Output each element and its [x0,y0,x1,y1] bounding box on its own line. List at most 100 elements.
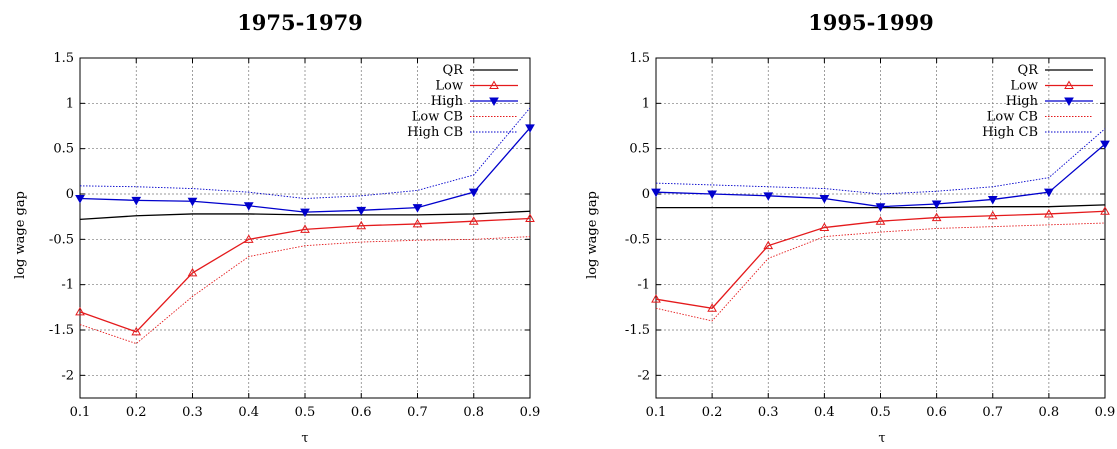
legend-label-high: High [431,94,464,109]
data-point-high [468,188,479,198]
y-tick-label: -2 [61,368,74,383]
y-tick-label: 1 [66,96,74,111]
data-point-high [525,124,535,133]
data-point-low [75,306,85,316]
x-tick-label: 0.5 [870,405,891,420]
data-point-low [819,222,830,232]
x-tick-label: 0.3 [758,405,779,420]
x-tick-label: 0.2 [702,405,723,420]
data-point-low [763,240,774,250]
legend-label-low-cb: Low CB [412,110,463,125]
y-axis-label: log wage gap [13,191,28,279]
y-tick-label: 1.5 [53,51,74,66]
x-tick-label: 0.1 [70,405,91,420]
x-tick-label: 0.4 [814,405,835,420]
data-point-low [131,326,142,336]
legend-marker-high [489,97,499,107]
data-point-high [987,195,998,205]
data-point-high [187,197,198,207]
data-point-high [819,195,830,204]
x-tick-label: 0.9 [1095,405,1116,420]
plot-area: 1.5 1 0.5 0 -0.5 -1 -1.5 -2 0.1 0.2 0.3 0.4 0.5 0.6 0.… [49,51,540,420]
y-tick-label: 0.5 [53,142,74,157]
y-tick-label: -0.5 [625,232,650,247]
legend-label-qr: QR [1018,63,1040,78]
x-tick-label: 0.7 [407,405,428,420]
chart-title: 1975-1979 [237,10,363,35]
x-tick-label: 0.5 [295,405,316,420]
data-point-low [1044,208,1054,218]
legend-marker-low [1064,80,1074,89]
x-tick-label: 0.7 [982,405,1003,420]
legend-label-high: High [1006,94,1039,109]
data-point-high [243,202,254,211]
x-tick-label: 0.4 [238,405,259,420]
x-tick-label: 0.6 [926,405,947,420]
data-point-high [875,203,886,212]
data-point-low [412,218,423,228]
series-line-low-cb [79,236,531,345]
series-line-high-cb [79,107,531,199]
data-point-low [875,216,886,225]
chart-1975-1979: 1975-1979 log wage gap τ 1.5 1 0.5 0 -0.5 -1 -… [13,10,540,446]
chart-title: 1995-1999 [808,10,934,35]
legend-label-qr: QR [443,63,465,78]
data-point-low [356,220,367,230]
series-line-high-cb [655,128,1106,195]
y-tick-label: -0.5 [49,232,74,247]
x-axis-label: τ [301,431,308,446]
x-tick-label: 0.1 [646,405,667,420]
plot-area: 1.5 1 0.5 0 -0.5 -1 -1.5 -2 0.1 0.2 0.3 0.4 0.5 0.6 0.… [625,51,1115,420]
y-tick-label: 0.5 [629,142,650,157]
series-line-low-cb [655,222,1106,322]
y-tick-label: -1 [61,278,74,293]
y-tick-label: 1.5 [629,51,650,66]
x-axis-label: τ [878,431,885,446]
y-tick-label: 0 [642,187,650,202]
legend-label-high-cb: High CB [407,125,463,140]
x-tick-label: 0.6 [351,405,372,420]
data-point-high [412,204,423,213]
data-point-high [651,188,661,198]
data-point-low [525,213,535,222]
y-axis-label: log wage gap [585,191,600,279]
x-tick-label: 0.2 [126,405,147,420]
legend-label-high-cb: High CB [982,125,1038,140]
data-point-low [1100,206,1110,215]
data-point-low [468,216,479,225]
y-tick-label: -1 [637,278,650,293]
series-line-low [79,217,531,333]
data-point-high [931,200,942,209]
x-tick-label: 0.8 [463,405,484,420]
data-point-high [1100,140,1110,150]
legend-label-low-cb: Low CB [987,110,1038,125]
y-tick-label: -2 [637,368,650,383]
data-point-low [931,212,942,222]
data-point-high [707,190,717,200]
legend-label-low: Low [435,79,463,94]
data-point-high [75,195,85,204]
data-point-high [763,192,774,201]
data-point-low [300,224,310,233]
data-point-high [356,206,367,216]
series-line-low [655,210,1106,309]
data-point-low [707,303,717,312]
data-point-high [1044,188,1054,198]
y-tick-label: 1 [642,96,650,111]
data-point-low [243,234,254,243]
data-point-low [187,267,198,277]
x-tick-label: 0.9 [520,405,541,420]
data-point-low [987,210,998,220]
x-tick-label: 0.3 [182,405,203,420]
legend-label-low: Low [1010,79,1038,94]
data-point-high [300,208,310,218]
legend-marker-high [1064,97,1074,107]
data-point-high [131,196,142,206]
x-tick-label: 0.8 [1039,405,1060,420]
chart-1995-1999: 1995-1999 log wage gap τ 1.5 1 0.5 0 -0.5 -1 -… [585,10,1115,446]
y-tick-label: -1.5 [625,323,650,338]
y-tick-label: -1.5 [49,323,74,338]
legend-marker-low [489,80,499,89]
data-point-low [651,294,661,303]
